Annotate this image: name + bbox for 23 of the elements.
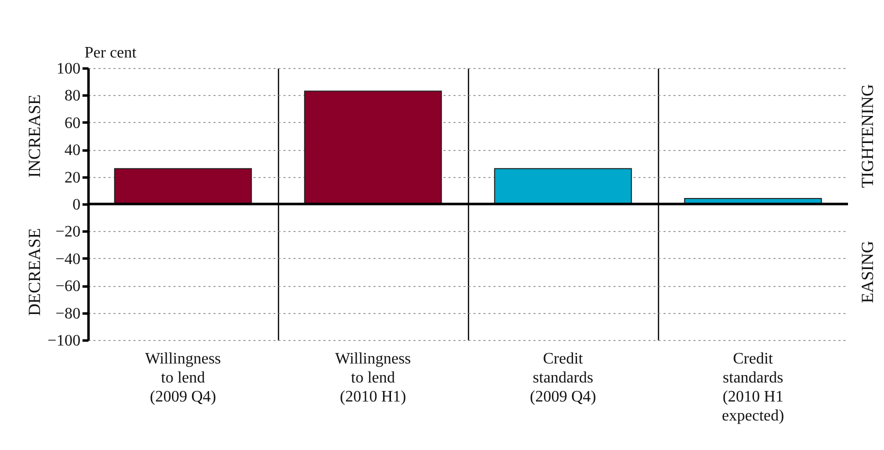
y-tick-label: −80 [55,305,80,322]
text: EASING [858,240,877,304]
y-tick-label: 0 [72,196,80,214]
bar [114,168,252,204]
y-axis-title: Per cent [84,44,138,62]
text: TIGHTENING [858,84,877,188]
x-tick-label: Willingness to lend (2009 Q4) [145,350,221,406]
y-tick-label: 80 [64,88,80,105]
x-tick-label: Credit standards (2009 Q4) [530,350,596,406]
y-tick-label: −40 [55,250,80,268]
x-tick-label: Willingness to lend (2010 H1) [335,350,411,406]
x-tick-label: Credit standards (2010 H1 expected) [722,350,784,424]
y-tick-label: 100 [56,60,80,78]
bar [494,168,632,204]
y-tick-label: −100 [47,332,80,350]
y-tick-label: 40 [64,142,80,160]
y-tick-label: −20 [55,224,80,241]
bar [304,90,442,204]
text: DECREASE [25,228,44,316]
y-tick-label: −60 [55,278,80,296]
y-tick-label: 20 [64,169,80,186]
y-tick-label: 60 [64,114,80,132]
text: INCREASE [25,94,44,178]
